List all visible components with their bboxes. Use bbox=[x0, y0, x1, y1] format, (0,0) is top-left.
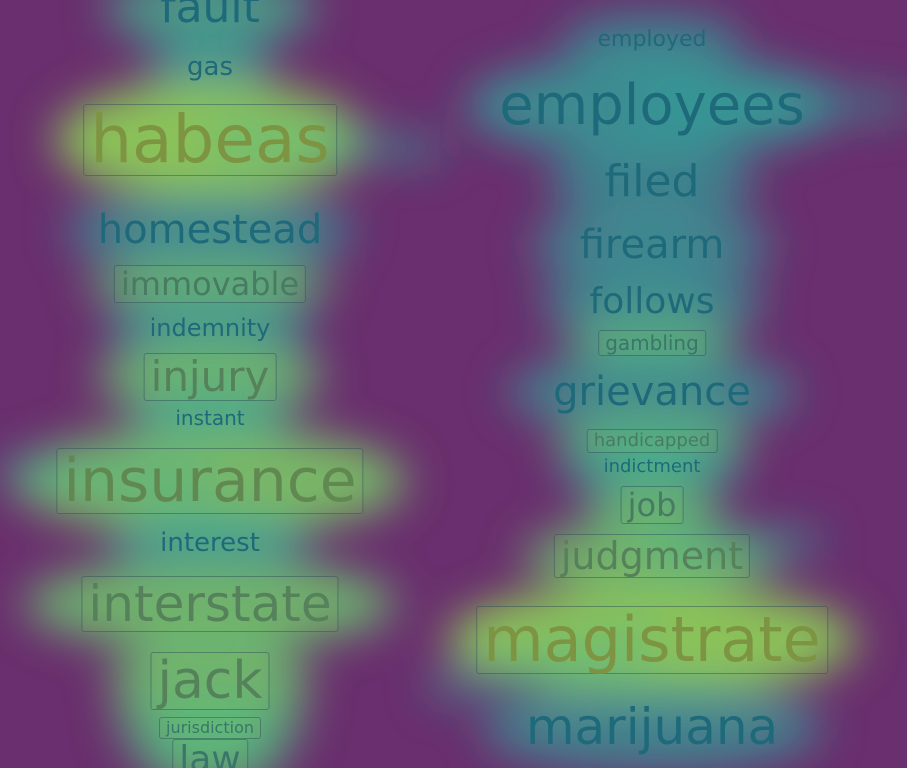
word-marijuana: marijuana bbox=[525, 698, 779, 756]
word-law: law bbox=[172, 739, 248, 768]
word-habeas: habeas bbox=[83, 104, 337, 176]
word-magistrate: magistrate bbox=[476, 606, 828, 674]
word-follows: follows bbox=[589, 281, 715, 322]
word-jack: jack bbox=[150, 652, 270, 710]
word-fault: fault bbox=[160, 0, 260, 33]
word-judgment: judgment bbox=[553, 534, 751, 578]
word-filed: filed bbox=[604, 156, 700, 207]
word-indictment: indictment bbox=[603, 456, 701, 477]
word-employees: employees bbox=[499, 73, 805, 138]
word-homestead: homestead bbox=[97, 207, 323, 253]
word-handicapped: handicapped bbox=[586, 429, 718, 453]
word-immovable: immovable bbox=[113, 265, 307, 303]
word-instant: instant bbox=[175, 406, 245, 430]
word-gambling: gambling bbox=[598, 330, 706, 356]
word-injury: injury bbox=[143, 353, 277, 401]
word-gas: gas bbox=[187, 52, 233, 82]
word-insurance: insurance bbox=[56, 448, 364, 514]
word-interstate: interstate bbox=[81, 576, 339, 632]
word-grievance: grievance bbox=[553, 369, 751, 415]
word-employed: employed bbox=[597, 27, 707, 52]
word-indemnity: indemnity bbox=[149, 314, 271, 342]
word-firearm: firearm bbox=[579, 222, 725, 268]
word-jurisdiction: jurisdiction bbox=[159, 717, 261, 739]
word-interest: interest bbox=[160, 528, 260, 558]
word-job: job bbox=[620, 486, 684, 524]
